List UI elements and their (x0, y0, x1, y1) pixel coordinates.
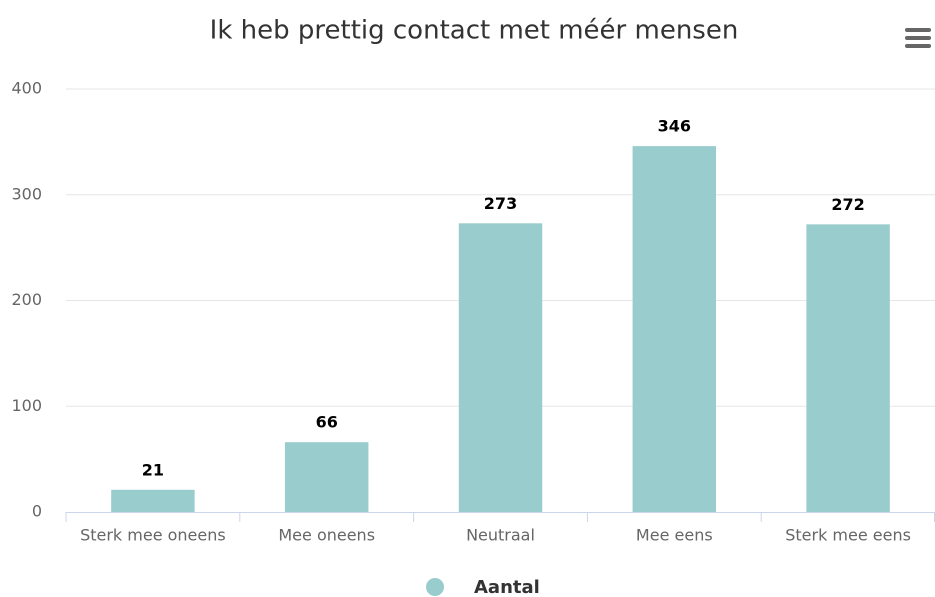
legend-marker (426, 578, 444, 596)
x-tick-label: Sterk mee oneens (80, 526, 226, 545)
x-tick-label: Sterk mee eens (785, 526, 911, 545)
y-tick-label: 200 (11, 290, 42, 309)
data-label: 272 (831, 195, 864, 214)
x-tick-label: Neutraal (466, 526, 535, 545)
chart-title: Ik heb prettig contact met méér mensen (210, 16, 739, 46)
bar (111, 489, 195, 512)
data-label: 273 (484, 194, 517, 213)
bar (284, 442, 369, 512)
y-tick-label: 0 (32, 502, 42, 521)
bar (806, 224, 890, 513)
bar (632, 146, 717, 513)
x-tick-label: Mee oneens (278, 526, 375, 545)
menu-bar (905, 44, 931, 48)
menu-button[interactable] (905, 28, 931, 48)
y-tick-label: 300 (11, 184, 42, 203)
menu-bar (905, 28, 931, 32)
data-label: 346 (658, 117, 691, 136)
y-tick-label: 400 (11, 79, 42, 98)
bar (458, 223, 543, 513)
legend-label: Aantal (474, 577, 540, 597)
menu-bar (905, 36, 931, 40)
y-tick-label: 100 (11, 396, 42, 415)
data-label: 21 (142, 460, 164, 479)
x-tick-label: Mee eens (636, 526, 713, 545)
data-label: 66 (316, 413, 338, 432)
